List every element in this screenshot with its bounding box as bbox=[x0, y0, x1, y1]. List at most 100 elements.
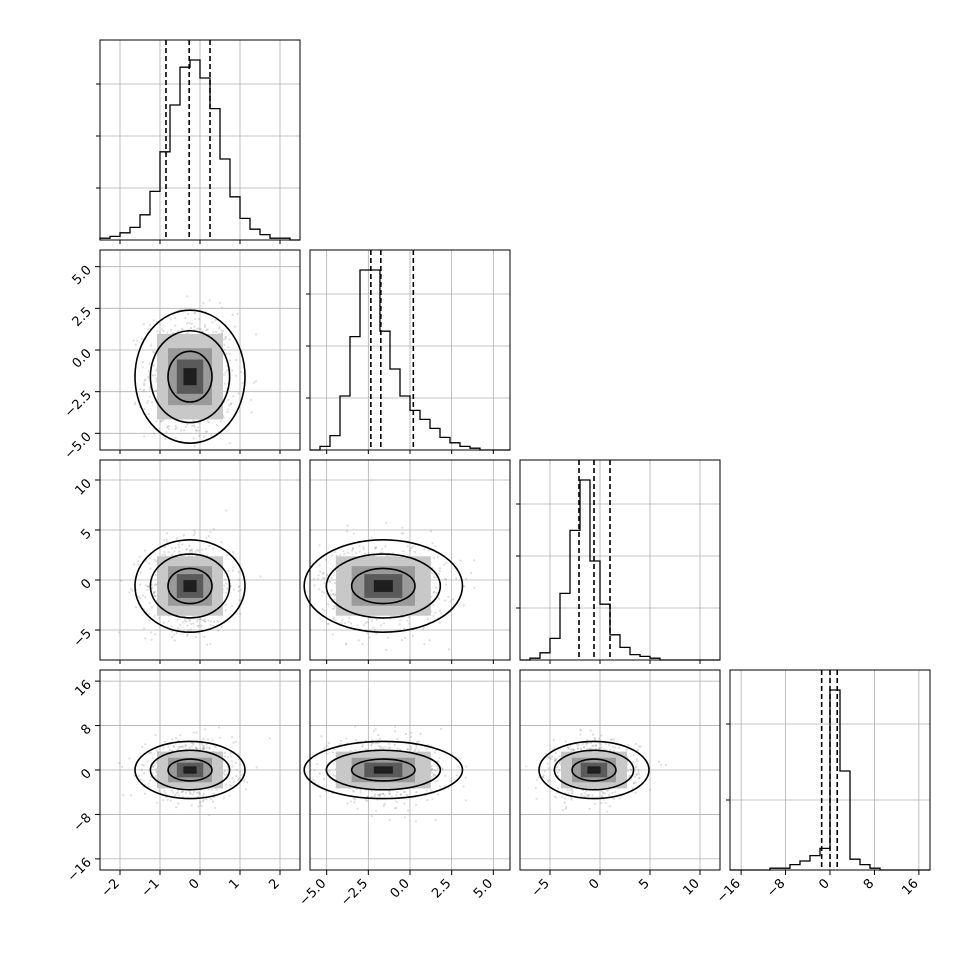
scatter-point bbox=[122, 793, 125, 797]
scatter-point bbox=[184, 744, 187, 747]
scatter-point bbox=[434, 611, 437, 614]
scatter-point bbox=[150, 606, 153, 609]
scatter-point bbox=[230, 604, 233, 607]
scatter-point bbox=[436, 555, 439, 559]
scatter-point bbox=[440, 727, 443, 730]
scatter-point bbox=[214, 319, 217, 322]
scatter-point bbox=[319, 617, 322, 620]
scatter-point bbox=[579, 733, 582, 736]
scatter-point bbox=[351, 549, 354, 552]
scatter-point bbox=[637, 745, 641, 748]
scatter-point bbox=[155, 389, 158, 392]
scatter-point bbox=[437, 760, 440, 763]
scatter-point bbox=[188, 618, 191, 621]
scatter-point bbox=[176, 537, 179, 540]
scatter-point bbox=[400, 532, 403, 535]
scatter-point bbox=[444, 578, 448, 581]
scatter-point bbox=[128, 591, 131, 594]
scatter-point bbox=[364, 748, 367, 751]
scatter-point bbox=[394, 730, 397, 733]
scatter-point bbox=[197, 434, 201, 437]
contour-2-0-0 bbox=[134, 538, 246, 633]
scatter-point bbox=[147, 376, 150, 379]
scatter-point bbox=[139, 583, 142, 586]
scatter-point bbox=[142, 764, 145, 767]
hist-panel-2 bbox=[516, 459, 721, 661]
scatter-point bbox=[345, 643, 348, 646]
scatter-point bbox=[186, 633, 189, 636]
scatter-point bbox=[176, 791, 179, 794]
scatter-point bbox=[349, 800, 352, 803]
scatter-point bbox=[613, 797, 616, 800]
scatter-point bbox=[184, 744, 187, 747]
scatter-point bbox=[364, 552, 367, 555]
scatter-point bbox=[318, 544, 321, 547]
scatter-point bbox=[179, 745, 183, 748]
scatter-point bbox=[638, 773, 641, 776]
contour-2-0-2 bbox=[167, 567, 213, 605]
scatter-point bbox=[396, 747, 399, 750]
contour-2-1-1 bbox=[325, 553, 442, 619]
scatter-point bbox=[160, 419, 163, 423]
scatter-point bbox=[154, 768, 157, 771]
scatter-point bbox=[547, 767, 550, 770]
scatter-point bbox=[435, 576, 438, 579]
scatter-point bbox=[154, 633, 157, 636]
scatter-point bbox=[433, 751, 436, 754]
scatter-point bbox=[219, 420, 222, 423]
scatter-point bbox=[334, 618, 337, 622]
scatter-point bbox=[556, 771, 559, 774]
scatter-point bbox=[162, 746, 165, 749]
scatter-point bbox=[180, 327, 183, 330]
scatter-point bbox=[365, 799, 369, 802]
scatter-point bbox=[381, 792, 385, 795]
scatter-point bbox=[143, 549, 147, 552]
scatter-point bbox=[377, 733, 380, 737]
scatter-point bbox=[423, 643, 426, 646]
scatter-point bbox=[431, 542, 434, 545]
scatter-point bbox=[144, 584, 148, 587]
scatter-point bbox=[333, 594, 336, 597]
scatter-point bbox=[173, 317, 177, 320]
scatter-point bbox=[448, 648, 451, 651]
scatter-point bbox=[359, 791, 362, 794]
scatter-point bbox=[231, 736, 234, 739]
scatter-point bbox=[318, 772, 321, 775]
scatter-point bbox=[327, 622, 330, 625]
scatter-point bbox=[147, 612, 150, 616]
ytick-label-3-0: 16 bbox=[73, 677, 95, 699]
scatter-point bbox=[203, 747, 206, 750]
scatter-point bbox=[146, 585, 149, 588]
scatter-point bbox=[164, 545, 167, 549]
scatter-point bbox=[429, 530, 433, 533]
density-block-2-0-3 bbox=[183, 580, 197, 592]
scatter-point bbox=[197, 429, 200, 432]
xtick-label-2-2: 5 bbox=[636, 876, 652, 892]
scatter-point bbox=[200, 742, 204, 745]
scatter-point bbox=[196, 327, 199, 330]
scatter-point bbox=[142, 779, 145, 782]
scatter-point bbox=[224, 338, 227, 341]
scatter-point bbox=[141, 594, 144, 597]
scatter-point bbox=[202, 435, 206, 438]
scatter-point bbox=[154, 583, 157, 586]
scatter-point bbox=[254, 380, 258, 383]
ytick-label-2-2: 0 bbox=[78, 576, 94, 592]
scatter-point bbox=[236, 312, 239, 315]
scatter-point bbox=[197, 624, 200, 628]
scatter-point bbox=[178, 550, 181, 553]
scatter-point bbox=[208, 814, 211, 817]
scatter-point bbox=[604, 801, 607, 805]
scatter-point bbox=[554, 760, 557, 763]
scatter-point bbox=[438, 570, 441, 573]
scatter-point bbox=[143, 379, 146, 382]
scatter-point bbox=[535, 797, 538, 800]
scatter-point bbox=[143, 792, 146, 795]
scatter-point bbox=[323, 582, 326, 585]
scatter-point bbox=[150, 751, 153, 754]
scatter-point bbox=[176, 618, 179, 621]
scatter-point bbox=[415, 803, 418, 806]
scatter-point bbox=[581, 742, 584, 746]
scatter-point bbox=[433, 556, 436, 560]
scatter-point bbox=[318, 564, 321, 567]
